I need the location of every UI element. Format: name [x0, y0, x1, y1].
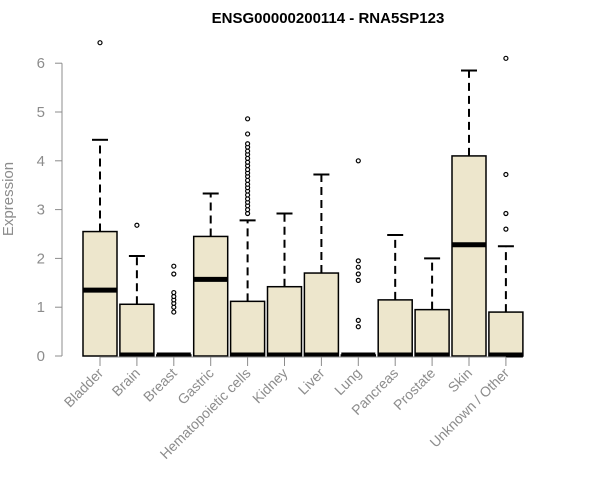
outlier-point — [503, 171, 509, 178]
y-axis-label: Expression — [0, 162, 17, 236]
outlier-point — [503, 226, 509, 232]
outlier-point — [171, 263, 177, 269]
box-rect — [192, 235, 229, 357]
box-rect — [229, 300, 266, 357]
box-unknown-other — [488, 55, 524, 358]
outlier-point — [171, 309, 177, 315]
y-tick-label: 0 — [37, 348, 45, 365]
box-rect — [119, 303, 155, 357]
outlier-point — [134, 222, 140, 228]
y-tick-label: 1 — [37, 299, 45, 316]
box-rect — [303, 272, 340, 357]
box-gastric — [192, 192, 229, 357]
box-rect — [377, 299, 413, 357]
x-tick-label: Breast — [140, 365, 180, 405]
y-tick-label: 6 — [37, 55, 45, 72]
box-brain — [119, 222, 155, 358]
y-tick-label: 4 — [37, 153, 45, 170]
x-tick-label: Liver — [295, 365, 328, 398]
box-breast — [156, 263, 192, 358]
outlier-point — [503, 55, 509, 61]
box-kidney — [266, 212, 303, 358]
x-tick-label: Prostate — [390, 365, 438, 413]
box-rect — [488, 311, 524, 357]
box-rect — [451, 155, 487, 357]
y-tick-label: 5 — [37, 104, 45, 121]
outlier-point — [171, 289, 177, 296]
outlier-point — [245, 131, 251, 137]
chart-title: ENSG00000200114 - RNA5SP123 — [212, 10, 445, 27]
outlier-point — [245, 141, 251, 147]
outlier-point — [503, 210, 509, 217]
box-liver — [303, 173, 340, 358]
box-rect — [82, 230, 118, 357]
outlier-point — [171, 271, 177, 277]
box-prostate — [414, 257, 450, 358]
box-pancreas — [377, 233, 413, 358]
outlier-point — [245, 116, 251, 122]
boxes-group — [82, 40, 524, 358]
x-tick-label: Lung — [331, 365, 364, 398]
outlier-point — [355, 317, 361, 323]
x-tick-label: Kidney — [249, 365, 291, 407]
outlier-point — [355, 324, 361, 330]
outlier-point — [355, 277, 361, 283]
box-bladder — [82, 40, 118, 357]
x-tick-label: Bladder — [61, 365, 107, 411]
outlier-point — [355, 264, 361, 270]
y-tick-label: 3 — [37, 202, 45, 219]
y-tick-label: 2 — [37, 250, 45, 267]
box-skin — [451, 69, 487, 357]
outlier-point — [97, 40, 103, 46]
box-hematopoietic-cells — [229, 116, 266, 358]
outlier-point — [355, 258, 361, 264]
box-rect — [266, 285, 303, 357]
x-tick-label: Brain — [109, 365, 143, 399]
y-axis: 0 1 2 3 4 5 6 — [37, 55, 63, 365]
box-lung — [340, 158, 377, 358]
x-tick-label: Skin — [445, 365, 476, 396]
box-rect — [414, 308, 450, 357]
outlier-point — [355, 271, 361, 277]
outlier-point — [355, 158, 361, 164]
